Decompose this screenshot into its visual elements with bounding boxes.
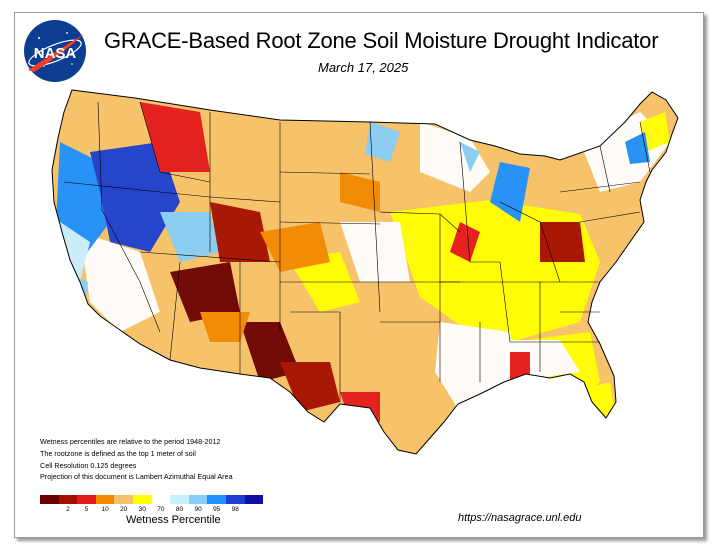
legend-tick: 30 <box>138 506 146 513</box>
legend-tick: 90 <box>194 506 202 513</box>
legend-color-bar <box>40 495 264 504</box>
legend-tick: 2 <box>66 506 70 513</box>
legend-swatch <box>151 495 171 504</box>
us-drought-map <box>51 89 679 455</box>
nasa-logo-text: NASA <box>34 45 77 62</box>
legend-swatch <box>170 495 189 504</box>
legend-title: Wetness Percentile <box>126 514 221 526</box>
legend-swatch <box>114 495 133 504</box>
legend-swatch <box>132 495 152 504</box>
legend-swatch <box>40 495 59 504</box>
note-line: Cell Resolution 0.125 degrees <box>40 460 137 470</box>
legend-tick: 70 <box>157 506 165 513</box>
legend-tick: 98 <box>231 506 239 513</box>
legend-swatch <box>188 495 208 504</box>
map-title: GRACE-Based Root Zone Soil Moisture Drou… <box>104 28 659 53</box>
source-url: https://nasagrace.unl.edu <box>458 512 582 524</box>
legend-swatch <box>207 495 226 504</box>
legend-swatch <box>95 495 115 504</box>
legend-tick-labels: 2 5 10 20 30 70 80 90 95 98 <box>40 506 263 516</box>
legend-swatch <box>77 495 96 504</box>
note-line: The rootzone is defined as the top 1 met… <box>40 448 196 458</box>
legend-tick: 5 <box>84 506 89 513</box>
legend-swatch <box>58 495 78 504</box>
legend-tick: 20 <box>120 506 128 513</box>
nasa-logo: NASA <box>24 20 86 82</box>
legend-swatch <box>244 495 264 504</box>
legend-tick: 95 <box>213 506 221 513</box>
us-outline <box>51 89 679 455</box>
note-line: Projection of this document is Lambert A… <box>40 472 233 482</box>
legend-swatch <box>225 495 245 504</box>
map-notes: Wetness percentiles are relative to the … <box>40 436 233 483</box>
note-line: Wetness percentiles are relative to the … <box>40 437 221 446</box>
legend-tick: 10 <box>101 506 109 513</box>
legend-tick: 80 <box>175 506 184 513</box>
wetness-legend: 2 5 10 20 30 70 80 90 95 98 Wetness Percentile <box>40 495 264 526</box>
state-boundaries <box>63 101 651 402</box>
map-date: March 17, 2025 <box>318 60 409 75</box>
